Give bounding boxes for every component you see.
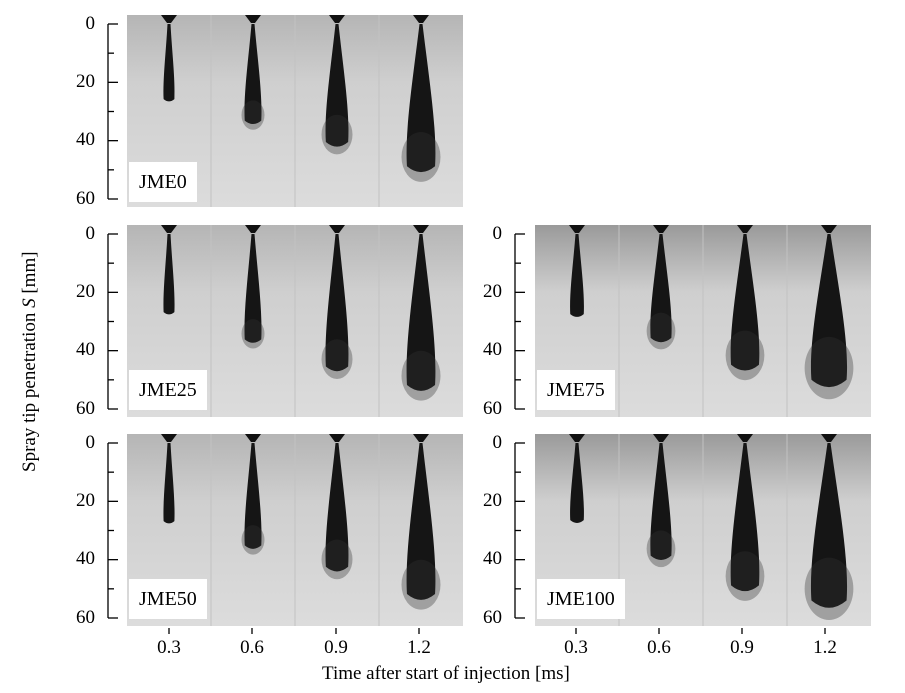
y-tick-label: 0 xyxy=(85,13,96,34)
spray-halo xyxy=(804,336,854,400)
injector-nozzle xyxy=(329,15,345,23)
spray-plume xyxy=(650,234,672,343)
injector-nozzle xyxy=(329,434,345,442)
y-tick-label: 20 xyxy=(483,281,502,302)
injector-nozzle xyxy=(413,15,429,23)
injector-nozzle xyxy=(161,434,177,442)
injector-nozzle xyxy=(245,225,261,233)
spray-halo xyxy=(401,350,441,401)
spray-halo xyxy=(321,114,353,155)
y-tick-label: 0 xyxy=(492,432,503,453)
spray-plume xyxy=(406,443,436,600)
spray-plume xyxy=(244,443,262,549)
y-tick-label: 0 xyxy=(85,432,96,453)
spray-plume xyxy=(570,443,584,523)
spray-halo xyxy=(241,525,265,555)
y-tick-label: 20 xyxy=(76,490,95,511)
injector-nozzle xyxy=(161,225,177,233)
spray-plume xyxy=(406,234,436,391)
spray-halo xyxy=(725,551,765,601)
injector-nozzle xyxy=(653,434,669,442)
injector-nozzle xyxy=(653,225,669,233)
x-tick-label: 0.6 xyxy=(647,637,671,658)
injector-nozzle xyxy=(569,225,585,233)
x-axis-title: Time after start of injection [ms] xyxy=(322,663,570,684)
injector-nozzle xyxy=(245,15,261,23)
spray-plume xyxy=(730,443,760,592)
injector-nozzle xyxy=(569,434,585,442)
x-tick-label: 0.3 xyxy=(564,637,588,658)
spray-plume xyxy=(325,234,349,372)
injector-nozzle xyxy=(737,434,753,442)
y-tick-label: 20 xyxy=(483,490,502,511)
y-tick-label: 20 xyxy=(76,281,95,302)
spray-plume xyxy=(163,443,175,524)
spray-plume xyxy=(570,234,584,317)
spray-halo xyxy=(725,330,765,381)
y-tick-label: 60 xyxy=(76,398,95,419)
y-tick-label: 40 xyxy=(483,548,502,569)
y-tick-label: 40 xyxy=(483,339,502,360)
spray-plume xyxy=(244,234,262,343)
panel-label-jme25: JME25 xyxy=(129,370,207,410)
panel-label-jme100: JME100 xyxy=(537,579,625,619)
x-tick-label: 0.6 xyxy=(240,637,264,658)
spray-plume xyxy=(810,443,848,608)
spray-plume xyxy=(650,443,672,560)
spray-halo xyxy=(241,319,265,349)
spray-plume xyxy=(163,234,175,315)
y-tick-label: 0 xyxy=(85,223,96,244)
spray-halo xyxy=(241,100,265,130)
spray-halo xyxy=(401,559,441,610)
x-tick-label: 1.2 xyxy=(813,637,837,658)
spray-plume xyxy=(325,443,349,572)
y-tick-label: 60 xyxy=(483,607,502,628)
spray-halo xyxy=(646,530,676,568)
injector-nozzle xyxy=(737,225,753,233)
x-tick-label: 0.9 xyxy=(324,637,348,658)
spray-halo xyxy=(401,131,441,182)
panel-label-jme0: JME0 xyxy=(129,162,197,202)
injector-nozzle xyxy=(821,434,837,442)
injector-nozzle xyxy=(413,225,429,233)
injector-nozzle xyxy=(161,15,177,23)
spray-plume xyxy=(325,24,349,147)
spray-plume xyxy=(406,24,436,173)
injector-nozzle xyxy=(245,434,261,442)
spray-plume xyxy=(163,24,175,102)
injector-nozzle xyxy=(821,225,837,233)
spray-halo xyxy=(646,312,676,350)
x-tick-label: 0.9 xyxy=(730,637,754,658)
y-tick-label: 20 xyxy=(76,71,95,92)
x-tick-label: 0.3 xyxy=(157,637,181,658)
y-tick-label: 60 xyxy=(483,398,502,419)
spray-halo xyxy=(804,557,854,620)
y-tick-label: 40 xyxy=(76,129,95,150)
spray-plume xyxy=(810,234,848,388)
panel-label-jme75: JME75 xyxy=(537,370,615,410)
injector-nozzle xyxy=(329,225,345,233)
y-tick-label: 0 xyxy=(492,223,503,244)
x-tick-label: 1.2 xyxy=(407,637,431,658)
y-tick-label: 60 xyxy=(76,607,95,628)
y-tick-label: 60 xyxy=(76,188,95,209)
spray-halo xyxy=(321,539,353,580)
spray-halo xyxy=(321,339,353,379)
spray-plume xyxy=(730,234,760,371)
y-tick-label: 40 xyxy=(76,548,95,569)
y-tick-label: 40 xyxy=(76,339,95,360)
spray-plume xyxy=(244,24,262,125)
panel-label-jme50: JME50 xyxy=(129,579,207,619)
injector-nozzle xyxy=(413,434,429,442)
